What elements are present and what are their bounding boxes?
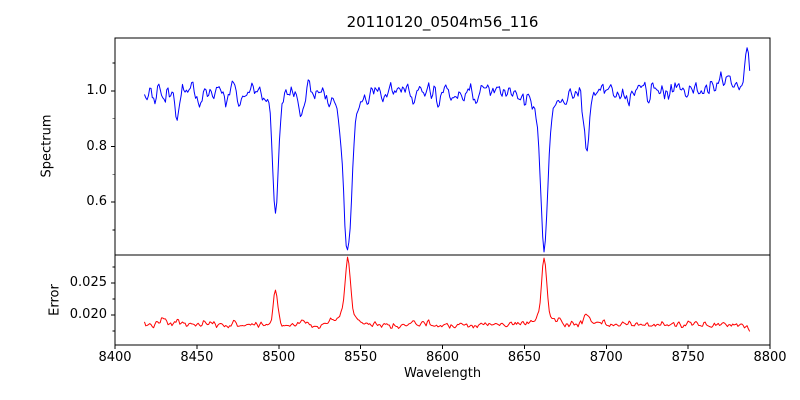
x-tick-label: 8650 <box>507 350 541 365</box>
x-tick-label: 8400 <box>98 350 132 365</box>
x-tick-label: 8450 <box>180 350 214 365</box>
x-tick-label: 8500 <box>262 350 296 365</box>
x-tick-label: 8600 <box>425 350 460 365</box>
error-y-tick-label: 0.020 <box>69 307 107 322</box>
spectrum-line <box>144 47 751 253</box>
x-tick-label: 8550 <box>344 350 378 365</box>
x-tick-label: 8700 <box>589 350 623 365</box>
spectrum-y-tick-label: 0.6 <box>86 194 107 210</box>
chart-title: 20110120_0504m56_116 <box>346 13 539 31</box>
spectrum-y-tick-label: 1.0 <box>86 82 107 98</box>
x-tick-label: 8750 <box>671 350 705 365</box>
spectrum-y-tick-label: 0.8 <box>86 138 107 154</box>
error-y-tick-label: 0.025 <box>69 275 107 291</box>
error-line <box>143 256 751 332</box>
x-tick-label: 8800 <box>753 350 787 365</box>
x-axis-label: Wavelength <box>403 366 482 381</box>
